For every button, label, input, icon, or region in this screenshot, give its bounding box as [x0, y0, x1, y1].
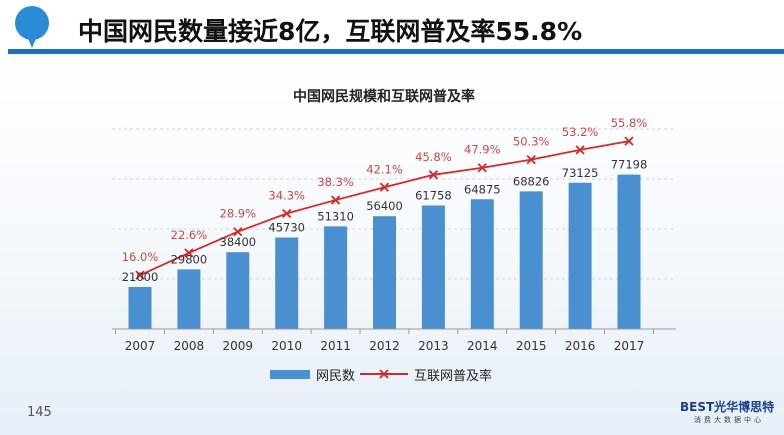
rate-value-label: 22.6% — [171, 228, 208, 242]
legend-bar-label: 网民数 — [316, 369, 355, 384]
rate-point-marker — [575, 145, 585, 155]
bar-value-label: 68826 — [513, 174, 550, 188]
legend-x-marker-icon — [379, 369, 389, 379]
rate-point-marker — [282, 208, 292, 219]
slide-header: 中国网民数量接近8亿，互联网普及率55.8% — [0, 0, 784, 56]
bar — [275, 237, 299, 329]
bar-value-label: 61758 — [415, 188, 452, 202]
bar-value-label: 64875 — [464, 182, 501, 196]
bar — [568, 182, 592, 329]
rate-point-marker — [233, 227, 243, 237]
x-tick-label: 2015 — [516, 339, 547, 353]
bar — [128, 287, 152, 329]
rate-value-label: 42.1% — [366, 162, 403, 176]
bar — [470, 199, 494, 329]
bar-value-label: 45730 — [268, 221, 305, 235]
rate-value-label: 38.3% — [317, 175, 354, 189]
rate-point-marker — [184, 248, 194, 258]
bar-value-label: 51310 — [317, 209, 354, 223]
bar-value-label: 38400 — [220, 235, 257, 249]
x-tick-label: 2012 — [369, 339, 400, 353]
rate-point-marker — [477, 163, 487, 173]
bar — [226, 252, 250, 329]
rate-point-marker — [428, 170, 439, 180]
rate-value-label: 34.3% — [268, 189, 305, 203]
bar-value-label: 29800 — [171, 252, 208, 266]
chart-title: 中国网民规模和互联网普及率 — [293, 88, 475, 105]
x-tick-label: 2007 — [125, 339, 156, 353]
bar — [519, 191, 543, 329]
rate-value-label: 47.9% — [464, 143, 501, 157]
legend-line-label: 互联网普及率 — [414, 368, 492, 384]
x-tick-label: 2011 — [320, 339, 351, 353]
rate-value-label: 50.3% — [513, 135, 550, 149]
logo-pin-icon — [15, 6, 49, 48]
rate-value-label: 16.0% — [122, 250, 159, 264]
logo-subtitle: 消费大数据中心 — [694, 416, 764, 424]
rate-point-marker — [624, 136, 634, 146]
x-tick-label: 2017 — [614, 339, 645, 353]
bar-value-label: 56400 — [366, 199, 403, 213]
rate-value-label: 53.2% — [562, 125, 599, 139]
rate-value-label: 28.9% — [220, 207, 257, 221]
rate-point-marker — [330, 195, 341, 205]
x-tick-label: 2014 — [467, 339, 498, 353]
page-number: 145 — [27, 405, 52, 420]
logo-brand: BEST光华博思特 — [680, 400, 775, 414]
rate-point-marker — [135, 270, 145, 280]
rate-value-label: 55.8% — [611, 116, 648, 130]
rate-value-label: 45.8% — [415, 150, 452, 164]
bar — [617, 174, 641, 329]
bar — [324, 226, 348, 329]
x-tick-label: 2016 — [565, 339, 596, 353]
bar-value-label: 73125 — [562, 166, 599, 180]
bar — [177, 269, 201, 329]
x-tick-label: 2009 — [223, 339, 254, 353]
x-tick-label: 2010 — [271, 339, 302, 353]
bar-value-label: 77198 — [611, 158, 648, 172]
x-tick-label: 2008 — [174, 339, 205, 353]
legend: 网民数 互联网普及率 — [270, 368, 492, 384]
header-rule — [8, 49, 784, 54]
rate-point-marker — [526, 155, 536, 165]
bar — [421, 205, 445, 329]
slide-title: 中国网民数量接近8亿，互联网普及率55.8% — [78, 17, 583, 46]
brand-logo: BEST光华博思特 消费大数据中心 — [680, 398, 774, 425]
rate-point-marker — [379, 182, 390, 192]
bar — [373, 216, 396, 329]
bar-value-label: 21000 — [122, 270, 159, 284]
x-tick-label: 2013 — [418, 339, 449, 353]
legend-bar-swatch — [270, 370, 310, 379]
